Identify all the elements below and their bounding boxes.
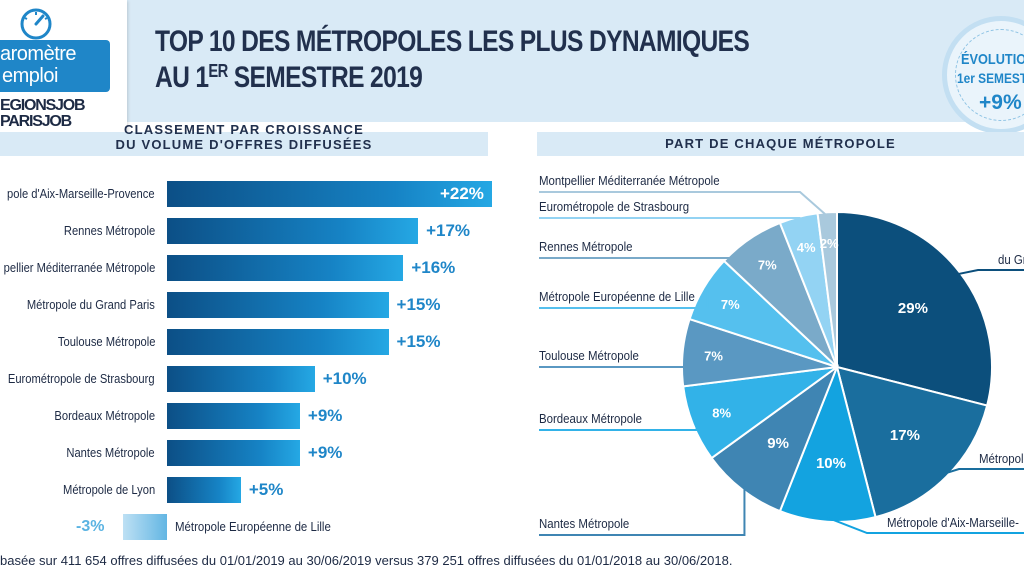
bar-label: Métropole Européenne de Lille <box>175 519 331 534</box>
bar <box>167 403 300 429</box>
bar-value-label: +9% <box>307 443 343 462</box>
bar <box>167 255 404 281</box>
bar-value-label: +15% <box>396 332 441 351</box>
bar <box>167 366 315 392</box>
pie-slice-label: Métropole Européenne de Lille <box>539 289 695 304</box>
pie-leader-line <box>539 217 801 221</box>
pie-leader-line <box>827 516 1024 534</box>
bar <box>167 329 389 355</box>
pie-slice <box>836 210 993 407</box>
header-band <box>0 0 1024 122</box>
pie-slice-label: Rennes Métropole <box>539 239 633 254</box>
pie-slice-value: 9% <box>767 435 789 452</box>
bar-label: pellier Méditerranée Métropole <box>3 260 155 275</box>
pie-slice <box>816 210 838 368</box>
pie-chart-heading: PART DE CHAQUE MÉTROPOLE <box>537 132 1024 156</box>
logo-brand-regionsjob: EGIONSJOB <box>0 97 86 114</box>
pie-slice <box>835 365 989 519</box>
bar-value-label: +16% <box>411 258 456 277</box>
logo: aromètre emploi EGIONSJOB PARISJOB <box>0 0 127 143</box>
bar <box>167 181 492 207</box>
bar-label: Bordeaux Métropole <box>54 408 155 423</box>
footnote: basée sur 411 654 offres diffusées du 01… <box>0 553 733 568</box>
pie-slice-value: 29% <box>898 300 928 317</box>
bar-value-label: +10% <box>322 369 367 388</box>
title-line2-prefix: AU 1 <box>155 61 209 94</box>
pie-slice-value: 10% <box>816 455 846 472</box>
pie-slice <box>778 363 877 523</box>
pie-leader-line <box>539 242 754 259</box>
bar <box>167 218 419 244</box>
pie-slice-value: 7% <box>758 257 777 272</box>
pie-leader-line <box>943 468 1024 475</box>
bar-chart-heading-line1: CLASSEMENT PAR CROISSANCE <box>124 122 364 137</box>
evolution-period: 1er SEMEST <box>957 70 1024 86</box>
bar-value-label: +17% <box>426 221 471 240</box>
bar-label: pole d'Aix-Marseille-Provence <box>7 186 155 201</box>
title-line2: AU 1ER SEMESTRE 2019 <box>155 60 745 96</box>
pie-slice-label: Métropole d'Aix-Marseille- <box>887 515 1019 530</box>
pie-leader-line <box>956 269 1024 276</box>
pie-slice-value: 7% <box>721 297 740 312</box>
bar <box>167 477 241 503</box>
bar-chart-heading: CLASSEMENT PAR CROISSANCE DU VOLUME D'OF… <box>0 123 488 156</box>
pie-slice-label: Bordeaux Métropole <box>539 411 643 426</box>
title-line2-suffix: SEMESTRE 2019 <box>227 61 423 94</box>
title-line1: TOP 10 DES MÉTROPOLES LES PLUS DYNAMIQUE… <box>155 25 750 58</box>
bar-value-label: +15% <box>396 295 441 314</box>
pie-leader-line <box>539 352 688 368</box>
bar-label: Eurométropole de Strasbourg <box>8 371 155 386</box>
bar-value-label: +22% <box>439 184 484 203</box>
pie-slice-label: Nantes Métropole <box>539 516 630 531</box>
bar <box>167 292 389 318</box>
pie-slice-value: 8% <box>712 406 731 421</box>
logo-line1: aromètre <box>0 43 77 65</box>
pie-leader-line <box>539 486 746 536</box>
logo-badge: aromètre emploi <box>0 40 110 92</box>
bar <box>122 514 167 540</box>
bar-value-label: +5% <box>248 480 284 499</box>
bar-label: Toulouse Métropole <box>57 334 155 349</box>
bar <box>167 440 300 466</box>
pie-slice-value: 17% <box>890 427 920 444</box>
evolution-label: ÉVOLUTIO <box>961 51 1024 68</box>
pie-slice-label: Montpellier Méditerranée Métropole <box>539 173 720 188</box>
pie-slice-value: 4% <box>797 240 816 255</box>
pie-slice-value: 2% <box>820 236 839 251</box>
pie-slice-label: du Gr <box>998 252 1024 267</box>
page-title: TOP 10 DES MÉTROPOLES LES PLUS DYNAMIQUE… <box>155 24 750 96</box>
pie-slice-label: Toulouse Métropole <box>539 348 639 363</box>
bar-label: Métropole de Lyon <box>62 482 155 497</box>
pie-slice-label: Métropol <box>979 451 1024 466</box>
bar-chart-heading-line2: DU VOLUME D'OFFRES DIFFUSÉES <box>115 137 373 152</box>
bar-value-label: -3% <box>76 518 105 535</box>
evolution-value: +9% <box>979 91 1022 114</box>
logo-line2: emploi <box>2 65 58 87</box>
bar-label: Nantes Métropole <box>66 445 155 460</box>
pie-slice-value: 7% <box>704 348 723 363</box>
logo-brand-parisjob: PARISJOB <box>0 113 72 130</box>
bar-label: Métropole du Grand Paris <box>26 297 155 312</box>
pie-slice-label: Eurométropole de Strasbourg <box>539 199 690 214</box>
bar-label: Rennes Métropole <box>63 223 155 238</box>
pie-leader-line <box>539 290 709 309</box>
gauge-icon <box>20 8 52 40</box>
pie-leader-line <box>539 422 698 431</box>
pie-slice <box>710 364 840 513</box>
pie-leader-line <box>539 191 829 218</box>
bar-value-label: +9% <box>307 406 343 425</box>
title-line2-sup: ER <box>208 61 228 81</box>
